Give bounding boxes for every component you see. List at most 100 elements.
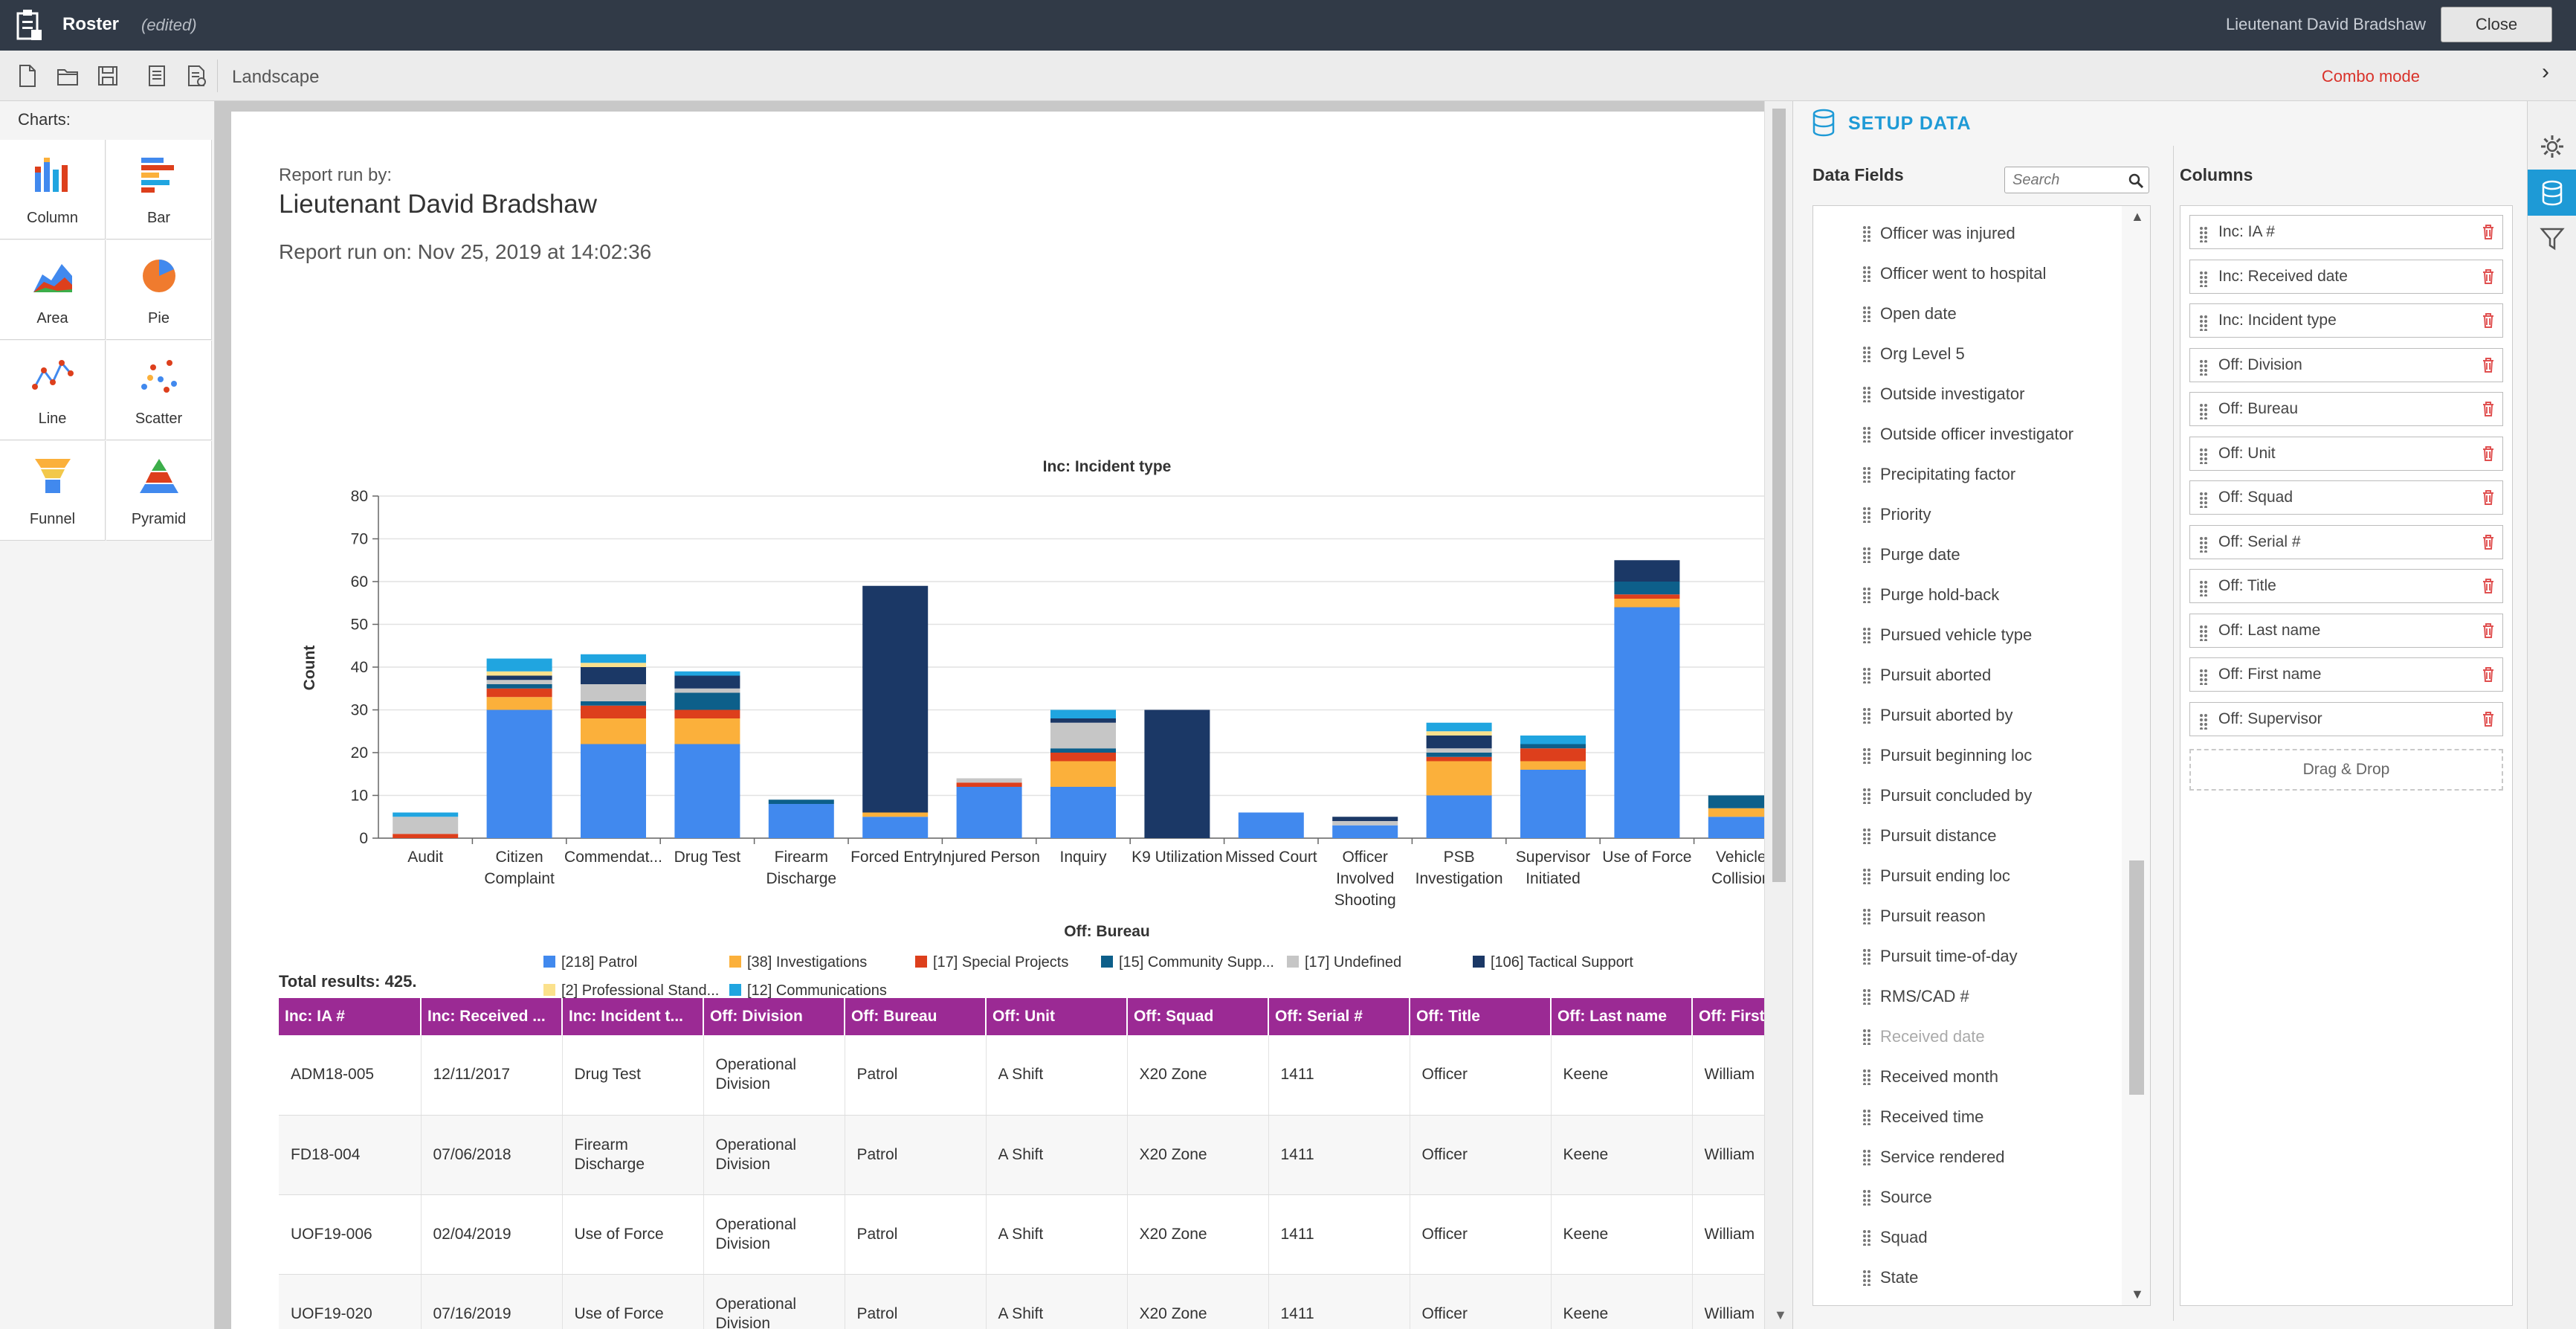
column-item[interactable]: Off: Title — [2189, 569, 2503, 603]
drag-handle-icon[interactable] — [1862, 426, 1871, 443]
data-field-item[interactable]: Pursued vehicle type — [1813, 615, 2122, 655]
drag-handle-icon[interactable] — [1862, 1149, 1871, 1165]
drag-drop-zone[interactable]: Drag & Drop — [2189, 749, 2503, 791]
scroll-down-icon[interactable]: ▼ — [2131, 1287, 2144, 1301]
data-fields-search-input[interactable] — [2004, 167, 2149, 193]
data-field-item[interactable]: Pursuit concluded by — [1813, 776, 2122, 816]
search-icon[interactable] — [2128, 173, 2144, 189]
column-item[interactable]: Off: Last name — [2189, 613, 2503, 648]
drag-handle-icon[interactable] — [1862, 868, 1871, 884]
drag-handle-icon[interactable] — [1862, 707, 1871, 724]
data-field-item[interactable]: Pursuit aborted by — [1813, 695, 2122, 736]
data-field-item[interactable]: Pursuit reason — [1813, 896, 2122, 936]
close-button[interactable]: Close — [2441, 7, 2552, 42]
chart-type-funnel[interactable]: Funnel — [0, 441, 106, 541]
chart-type-bar[interactable]: Bar — [106, 140, 212, 239]
data-field-item[interactable]: Received time — [1813, 1097, 2122, 1137]
drag-handle-icon[interactable] — [2199, 669, 2208, 685]
report-scrollbar[interactable]: ▼ — [1764, 101, 1792, 1329]
drag-handle-icon[interactable] — [2199, 403, 2208, 419]
chart-type-pie[interactable]: Pie — [106, 240, 212, 340]
trash-icon[interactable] — [2482, 401, 2495, 417]
drag-handle-icon[interactable] — [1862, 1270, 1871, 1286]
data-field-item[interactable]: RMS/CAD # — [1813, 976, 2122, 1017]
incident-type-chart[interactable]: Inc: Incident type 0 10 20 30 40 50 60 70 80 Count… — [231, 335, 1764, 1004]
data-field-item[interactable]: Source — [1813, 1177, 2122, 1217]
trash-icon[interactable] — [2482, 268, 2495, 285]
orientation-label[interactable]: Landscape — [232, 67, 320, 87]
data-field-item[interactable]: Received date — [1813, 1017, 2122, 1057]
drag-handle-icon[interactable] — [1862, 306, 1871, 322]
trash-icon[interactable] — [2482, 534, 2495, 550]
trash-icon[interactable] — [2482, 622, 2495, 639]
drag-handle-icon[interactable] — [1862, 788, 1871, 804]
drag-handle-icon[interactable] — [1862, 346, 1871, 362]
drag-handle-icon[interactable] — [1862, 908, 1871, 924]
trash-icon[interactable] — [2482, 489, 2495, 506]
chart-type-line[interactable]: Line — [0, 341, 106, 440]
drag-handle-icon[interactable] — [1862, 667, 1871, 683]
data-field-item[interactable]: Purge date — [1813, 535, 2122, 575]
data-field-item[interactable]: Pursuit ending loc — [1813, 856, 2122, 896]
data-field-item[interactable]: Service rendered — [1813, 1137, 2122, 1177]
column-item[interactable]: Off: Division — [2189, 347, 2503, 382]
drag-handle-icon[interactable] — [1862, 1109, 1871, 1125]
trash-icon[interactable] — [2482, 445, 2495, 462]
trash-icon[interactable] — [2482, 578, 2495, 594]
table-column-header[interactable]: Inc: IA # — [279, 998, 422, 1035]
drag-handle-icon[interactable] — [1862, 1029, 1871, 1045]
data-field-item[interactable]: Received month — [1813, 1057, 2122, 1097]
drag-handle-icon[interactable] — [1862, 506, 1871, 523]
table-column-header[interactable]: Off: Title — [1410, 998, 1552, 1035]
drag-handle-icon[interactable] — [2199, 448, 2208, 464]
report-settings-icon[interactable] — [186, 64, 208, 88]
table-column-header[interactable]: Inc: Received ... — [421, 998, 563, 1035]
data-field-item[interactable]: Pursuit distance — [1813, 816, 2122, 856]
data-field-item[interactable]: Priority — [1813, 495, 2122, 535]
chart-type-scatter[interactable]: Scatter — [106, 341, 212, 440]
data-fields-scrollbar[interactable]: ▲ ▼ — [2122, 206, 2150, 1305]
data-field-item[interactable]: Org Level 5 — [1813, 334, 2122, 374]
column-item[interactable]: Off: First name — [2189, 657, 2503, 692]
column-item[interactable]: Off: Serial # — [2189, 524, 2503, 559]
column-item[interactable]: Inc: Incident type — [2189, 303, 2503, 338]
drag-handle-icon[interactable] — [1862, 1229, 1871, 1246]
drag-handle-icon[interactable] — [1862, 1189, 1871, 1206]
drag-handle-icon[interactable] — [1862, 466, 1871, 483]
drag-handle-icon[interactable] — [1862, 627, 1871, 643]
drag-handle-icon[interactable] — [2199, 536, 2208, 553]
trash-icon[interactable] — [2482, 666, 2495, 683]
column-item[interactable]: Off: Squad — [2189, 480, 2503, 515]
report-scroll-thumb[interactable] — [1772, 109, 1786, 882]
drag-handle-icon[interactable] — [1862, 266, 1871, 282]
drag-handle-icon[interactable] — [2199, 625, 2208, 641]
table-column-header[interactable]: Off: Last name — [1551, 998, 1693, 1035]
data-field-item[interactable]: Precipitating factor — [1813, 454, 2122, 495]
table-column-header[interactable]: Off: Division — [703, 998, 845, 1035]
data-field-item[interactable]: State — [1813, 1258, 2122, 1298]
data-field-item[interactable]: Pursuit aborted — [1813, 655, 2122, 695]
drag-handle-icon[interactable] — [2199, 315, 2208, 331]
scroll-up-icon[interactable]: ▲ — [2131, 209, 2144, 224]
table-column-header[interactable]: Inc: Incident t... — [562, 998, 704, 1035]
data-field-item[interactable]: Officer assessment of ch condition — [1813, 206, 2122, 213]
trash-icon[interactable] — [2482, 357, 2495, 373]
drag-handle-icon[interactable] — [2199, 492, 2208, 508]
column-item[interactable]: Off: Unit — [2189, 436, 2503, 471]
data-field-item[interactable]: Outside officer investigator — [1813, 414, 2122, 454]
data-field-item[interactable]: Pursuit time-of-day — [1813, 936, 2122, 976]
data-field-item[interactable]: Outside investigator — [1813, 374, 2122, 414]
trash-icon[interactable] — [2482, 312, 2495, 329]
column-item[interactable]: Inc: Received date — [2189, 259, 2503, 294]
drag-handle-icon[interactable] — [1862, 547, 1871, 563]
data-fields-scroll-thumb[interactable] — [2129, 860, 2144, 1095]
new-file-icon[interactable] — [16, 64, 39, 88]
chart-type-column[interactable]: Column — [0, 140, 106, 239]
drag-handle-icon[interactable] — [1862, 747, 1871, 764]
drag-handle-icon[interactable] — [1862, 225, 1871, 242]
column-item[interactable]: Inc: IA # — [2189, 215, 2503, 249]
report-icon[interactable] — [146, 64, 168, 88]
drag-handle-icon[interactable] — [1862, 1069, 1871, 1085]
chart-type-area[interactable]: Area — [0, 240, 106, 340]
filter-tab[interactable] — [2528, 216, 2576, 262]
